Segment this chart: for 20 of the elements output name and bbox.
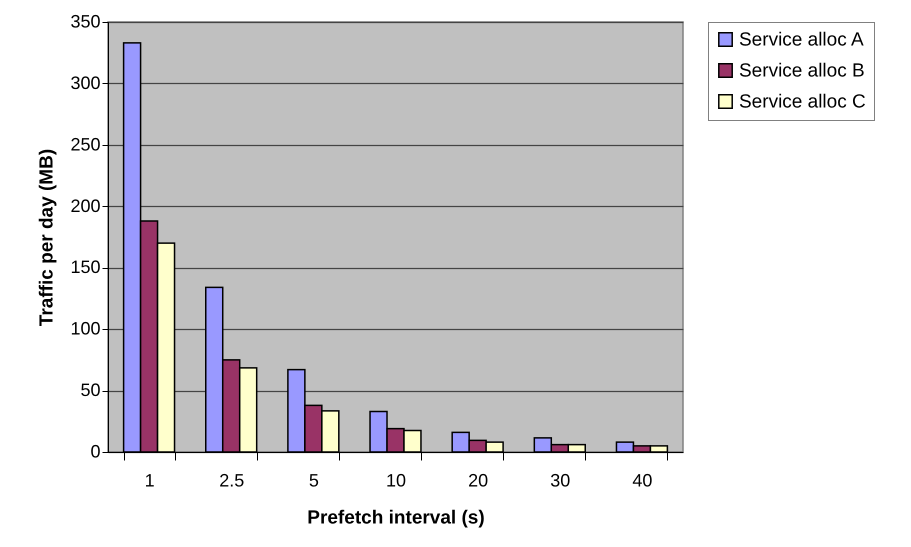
legend-label: Service alloc B: [739, 60, 865, 82]
y-tick-label: 350: [70, 12, 100, 32]
y-tick-label: 200: [70, 196, 100, 216]
y-tick-label: 100: [70, 318, 100, 339]
y-tick-label: 300: [70, 72, 100, 93]
x-tick-label: 1: [144, 470, 155, 490]
x-tick-label: 40: [632, 470, 652, 490]
x-tick-label: 20: [468, 470, 488, 490]
y-tick-label: 150: [70, 257, 100, 278]
y-tick-label: 250: [70, 134, 100, 154]
y-tick-label: 50: [80, 380, 100, 400]
x-tick-label: 2.5: [219, 470, 244, 490]
y-axis-title: Traffic per day (MB): [36, 148, 58, 326]
x-tick-label: 30: [550, 470, 570, 490]
y-tick-label: 0: [90, 442, 100, 462]
x-tick-label: 5: [308, 470, 319, 490]
legend-label: Service alloc A: [739, 30, 864, 50]
legend-label: Service alloc C: [739, 92, 866, 112]
x-tick-label: 10: [386, 470, 406, 490]
x-axis-title: Prefetch interval (s): [307, 508, 485, 528]
